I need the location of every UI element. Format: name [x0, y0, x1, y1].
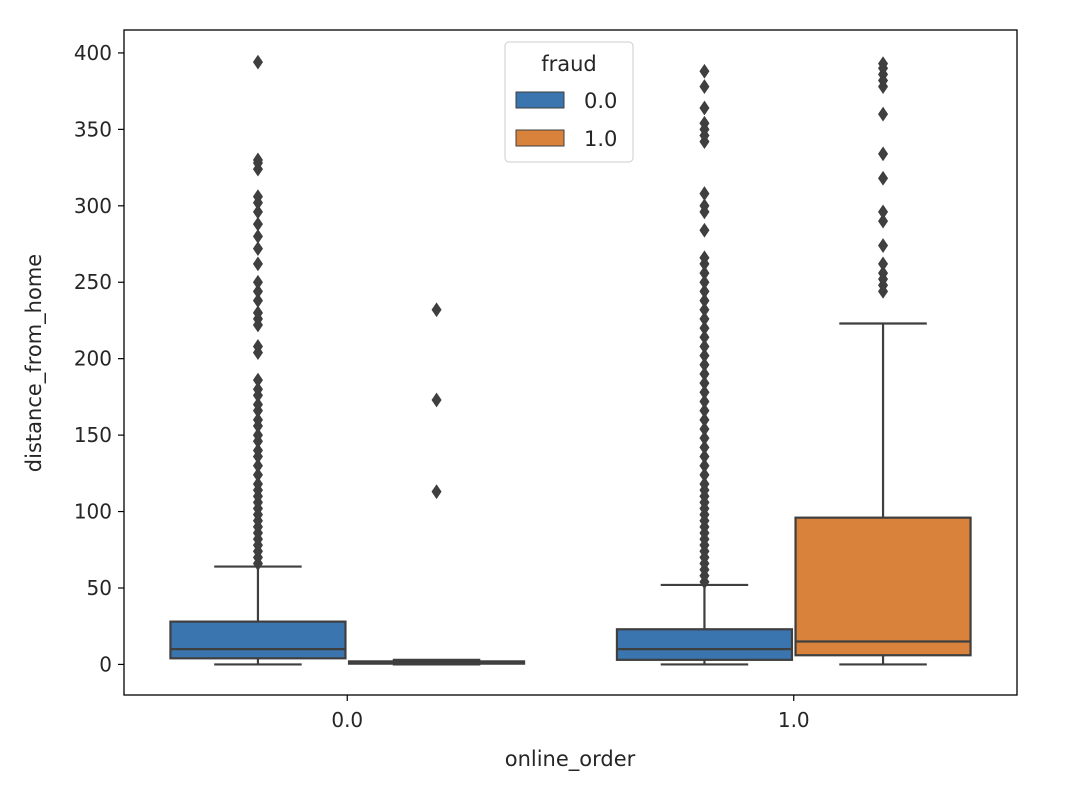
outlier-point [252, 305, 263, 321]
marks-layer [169, 54, 972, 666]
outlier-point [699, 293, 710, 308]
y-tick-label: 350 [74, 117, 112, 141]
outlier-point [699, 222, 710, 238]
outlier-point [699, 357, 710, 373]
outlier-point [252, 241, 263, 256]
box-group-s1-c1 [794, 56, 972, 666]
outlier-point [699, 412, 710, 428]
y-tick-label: 400 [74, 41, 112, 65]
outlier-point [699, 394, 710, 409]
outlier-point [699, 100, 710, 116]
outlier-point [699, 449, 710, 464]
outlier-point [878, 146, 889, 162]
outlier-point [252, 412, 263, 428]
outlier-point [878, 213, 889, 229]
y-tick-label: 50 [87, 576, 112, 600]
outlier-point [699, 79, 710, 94]
outlier-point [252, 284, 263, 299]
outlier-point [699, 198, 710, 214]
y-tick-label: 200 [74, 347, 112, 371]
outlier-point [699, 375, 710, 391]
x-tick-label: 1.0 [778, 708, 810, 732]
x-axis-label: online_order [505, 747, 636, 772]
outlier-point [699, 467, 710, 483]
outlier-point [252, 339, 263, 354]
outlier-point [699, 63, 710, 79]
outlier-point [699, 274, 710, 290]
legend-swatch-1 [515, 129, 565, 147]
legend-label-1: 1.0 [584, 127, 617, 151]
y-tick-label: 250 [74, 270, 112, 294]
outlier-point [252, 152, 263, 168]
outlier-point [252, 228, 263, 244]
outlier-point [699, 439, 710, 455]
outlier-point [252, 476, 263, 492]
outlier-point [699, 366, 710, 382]
y-tick-label: 100 [74, 500, 112, 524]
outlier-point [699, 320, 710, 336]
outlier-point [699, 421, 710, 437]
outlier-point [699, 403, 710, 419]
outlier-point [699, 284, 710, 299]
outlier-point [431, 392, 442, 408]
axes-layer: 0 50 100 150 200 250 300 350 400 0.0 1.0 [74, 41, 810, 732]
outlier-point [699, 458, 710, 474]
outlier-point [699, 265, 710, 281]
outlier-point [878, 170, 889, 186]
legend-label-0: 0.0 [584, 89, 617, 113]
outlier-point [252, 204, 263, 220]
outlier-point [699, 302, 710, 318]
box-group-s0-c0 [169, 54, 347, 666]
outlier-point [878, 204, 889, 220]
box-group-s1-c0 [347, 302, 526, 666]
y-tick-label: 0 [99, 652, 112, 676]
legend: fraud 0.0 1.0 [504, 41, 634, 163]
outlier-point [878, 238, 889, 253]
legend-title: fraud [541, 52, 597, 76]
y-tick-label: 300 [74, 194, 112, 218]
outlier-point [699, 339, 710, 354]
outlier-point [252, 443, 263, 458]
y-tick-label: 150 [74, 423, 112, 447]
outlier-point [252, 189, 263, 205]
outlier-point [252, 274, 263, 290]
outlier-point [252, 293, 263, 308]
outlier-point [252, 216, 263, 232]
outlier-point [699, 476, 710, 492]
iqr-box [169, 620, 347, 660]
outlier-point [252, 54, 263, 70]
outlier-point [252, 427, 263, 443]
outlier-point [431, 302, 442, 318]
outlier-point [699, 348, 710, 364]
outlier-point [878, 106, 889, 122]
outlier-point [252, 397, 263, 412]
plot-frame [123, 29, 1018, 696]
outlier-point [878, 256, 889, 272]
outlier-point [878, 265, 889, 281]
outlier-point [699, 115, 710, 131]
box-group-s0-c1 [615, 63, 794, 666]
outlier-point [699, 311, 710, 327]
iqr-box [794, 516, 972, 657]
y-axis-label: distance_from_home [22, 254, 47, 472]
outlier-point [699, 186, 710, 201]
outlier-point [252, 381, 263, 397]
x-tick-label: 0.0 [331, 708, 363, 732]
outlier-point [878, 56, 889, 72]
outlier-point [699, 430, 710, 446]
outlier-point [252, 458, 263, 474]
iqr-box [615, 628, 794, 661]
outlier-point [252, 256, 263, 272]
outlier-point [252, 372, 263, 388]
outlier-point [699, 384, 710, 400]
outlier-point [699, 250, 710, 266]
outlier-point [699, 329, 710, 345]
outlier-point [431, 484, 442, 500]
legend-swatch-0 [515, 91, 565, 109]
outlier-point [252, 467, 263, 483]
